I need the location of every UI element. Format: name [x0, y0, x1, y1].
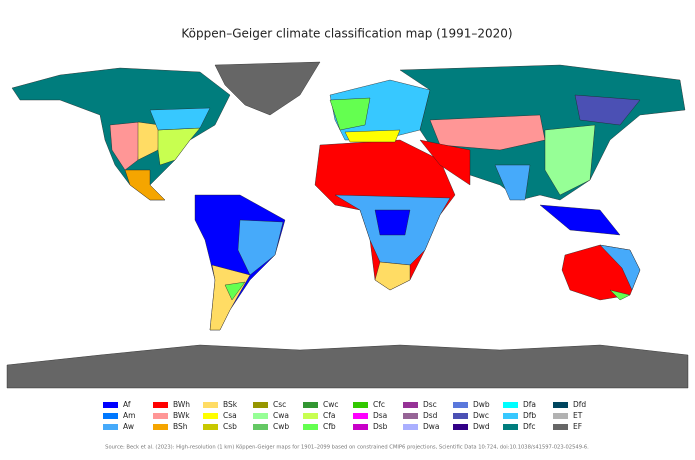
legend-swatch: [103, 402, 118, 408]
legend-swatch: [553, 402, 568, 408]
legend-label: Dfb: [523, 411, 536, 420]
legend-swatch: [353, 424, 368, 430]
legend-swatch: [303, 402, 318, 408]
legend-label: Aw: [123, 422, 134, 431]
legend-swatch: [303, 424, 318, 430]
legend-swatch: [453, 424, 468, 430]
legend-swatch: [503, 402, 518, 408]
legend-swatch: [153, 413, 168, 419]
legend-swatch: [353, 413, 368, 419]
legend-label: Dsc: [423, 400, 437, 409]
source-note: Source: Beck et al. (2023): High-resolut…: [105, 445, 589, 451]
world-map: [6, 61, 689, 389]
legend-swatch: [503, 424, 518, 430]
legend-swatch: [203, 413, 218, 419]
map-title: Köppen–Geiger climate classification map…: [181, 27, 512, 41]
legend-swatch: [203, 402, 218, 408]
legend-swatch: [553, 424, 568, 430]
legend-swatch: [103, 424, 118, 430]
legend-label: BSh: [173, 422, 188, 431]
legend-label: BWk: [173, 411, 190, 420]
legend-label: Csa: [223, 411, 237, 420]
legend-swatch: [403, 424, 418, 430]
legend-label: Cfb: [323, 422, 336, 431]
legend-label: Dsd: [423, 411, 438, 420]
legend-label: Dwa: [423, 422, 440, 431]
legend-swatch: [153, 424, 168, 430]
legend-label: Dfa: [523, 400, 536, 409]
legend-swatch: [553, 413, 568, 419]
legend-label: Cwb: [273, 422, 289, 431]
legend-swatch: [403, 402, 418, 408]
legend-swatch: [153, 402, 168, 408]
legend-label: Csc: [273, 400, 286, 409]
legend-label: Af: [123, 400, 131, 409]
legend-label: Dfc: [523, 422, 536, 431]
legend-swatch: [253, 402, 268, 408]
legend-label: BSk: [223, 400, 238, 409]
legend-swatch: [253, 424, 268, 430]
legend-label: Dsb: [373, 422, 388, 431]
legend-label: Am: [123, 411, 135, 420]
legend-swatch: [103, 413, 118, 419]
legend-swatch: [503, 413, 518, 419]
legend-swatch: [453, 402, 468, 408]
legend-label: Cfc: [373, 400, 385, 409]
legend-label: Cwc: [323, 400, 339, 409]
legend-swatch: [203, 424, 218, 430]
legend-label: Dwc: [473, 411, 489, 420]
legend-swatch: [403, 413, 418, 419]
legend-label: Csb: [223, 422, 237, 431]
legend-label: Dwb: [473, 400, 490, 409]
legend-swatch: [453, 413, 468, 419]
legend-label: Dsa: [373, 411, 387, 420]
legend-swatch: [253, 413, 268, 419]
legend-swatch: [303, 413, 318, 419]
legend-label: Dwd: [473, 422, 490, 431]
legend-label: EF: [573, 422, 582, 431]
legend-label: BWh: [173, 400, 190, 409]
legend: Af Am Aw BWh BWk BSh BSk Csa Csb Csc Cwa Cwb Cwc Cfa C…: [103, 400, 586, 431]
legend-label: Cwa: [273, 411, 289, 420]
legend-label: ET: [573, 411, 583, 420]
legend-label: Dfd: [573, 400, 586, 409]
legend-label: Cfa: [323, 411, 335, 420]
legend-swatch: [353, 402, 368, 408]
